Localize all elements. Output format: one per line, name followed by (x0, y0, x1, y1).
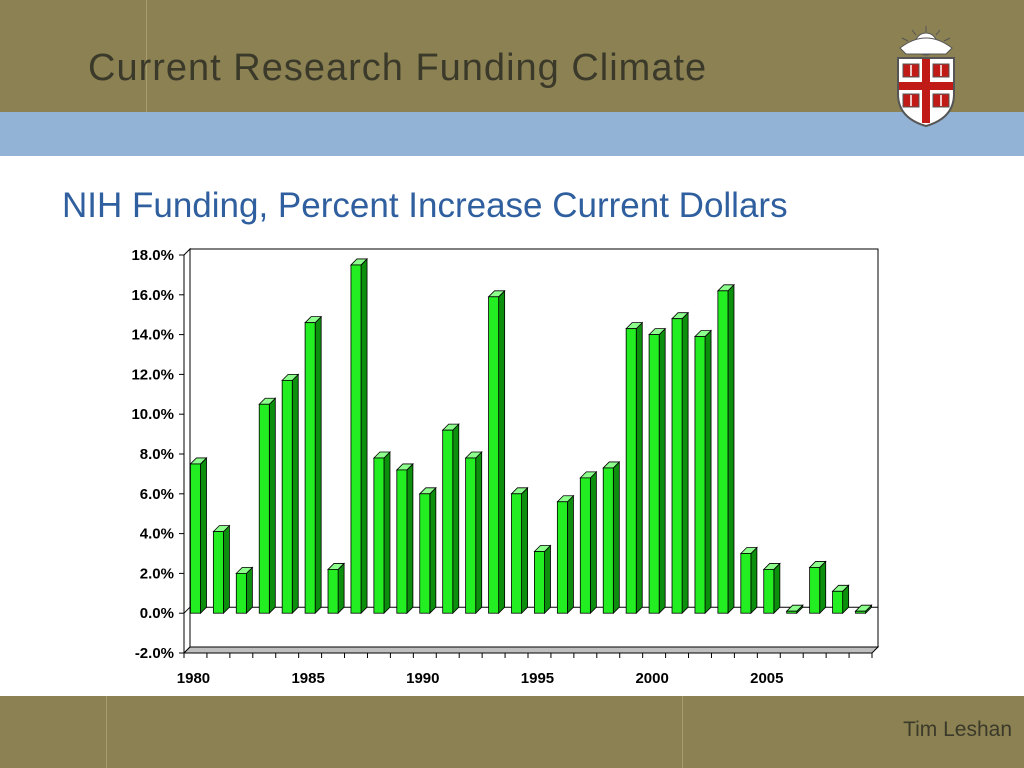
bar-2007 (808, 560, 827, 615)
header-band (0, 0, 1024, 112)
bar-1991 (441, 423, 460, 615)
x-tick-label: 1990 (406, 670, 439, 687)
bar-1984 (281, 373, 300, 615)
plot-floor (182, 646, 880, 654)
bar-1983 (258, 397, 277, 615)
footer-band (0, 696, 1024, 768)
bar-1989 (395, 462, 414, 615)
bar-1981 (212, 524, 231, 615)
y-tick-label: 18.0% (131, 247, 174, 264)
accent-band (0, 112, 1024, 156)
bar-1994 (510, 486, 529, 615)
header-divider (146, 0, 147, 112)
bar-2005 (762, 562, 781, 615)
chart-subtitle: NIH Funding, Percent Increase Current Do… (62, 186, 788, 225)
y-tick-label: 14.0% (131, 327, 174, 344)
x-tick-label: 2000 (635, 670, 668, 687)
bar-1988 (372, 451, 391, 615)
y-tick-label: 6.0% (140, 486, 174, 503)
bar-1985 (304, 315, 323, 615)
bar-1996 (556, 494, 575, 615)
x-tick-label: 2005 (750, 670, 783, 687)
x-tick-label: 1980 (177, 670, 210, 687)
bar-1980 (189, 456, 208, 615)
y-tick-label: -2.0% (135, 645, 174, 662)
zero-baseline-side (183, 606, 191, 614)
bar-1986 (327, 562, 346, 615)
bar-1995 (533, 544, 552, 615)
bar-2003 (716, 283, 735, 615)
y-tick-label: 4.0% (140, 526, 174, 543)
bar-1990 (418, 486, 437, 615)
footer-divider-right (682, 696, 683, 768)
x-tick-label: 1995 (521, 670, 554, 687)
y-tick-label: 0.0% (140, 605, 174, 622)
bar-1992 (464, 451, 483, 615)
footer-divider-left (106, 696, 107, 768)
slide-title: Current Research Funding Climate (88, 47, 708, 89)
bar-2006 (785, 604, 804, 615)
footer-author: Tim Leshan (903, 718, 1012, 741)
university-shield-crest-icon (897, 26, 955, 128)
x-tick-label: 1985 (291, 670, 324, 687)
bar-2000 (648, 327, 667, 615)
bar-1998 (602, 460, 621, 615)
bar-1997 (579, 470, 598, 615)
y-tick-label: 8.0% (140, 446, 174, 463)
nih-funding-bar-chart: -2.0% 0.0% 2.0% 4.0% 6.0% 8.0% 10.0% 12.0% 14.0%… (131, 247, 880, 687)
bar-1982 (235, 566, 254, 615)
y-tick-label: 2.0% (140, 565, 174, 582)
y-tick-label: 16.0% (131, 287, 174, 304)
plot-side-wall (183, 247, 191, 655)
bar-2009 (854, 604, 873, 615)
bar-2004 (739, 546, 758, 615)
bar-2001 (671, 311, 690, 615)
y-tick-label: 10.0% (131, 406, 174, 423)
bar-1987 (349, 257, 369, 615)
bar-2008 (831, 584, 850, 615)
y-tick-label: 12.0% (131, 366, 174, 383)
bar-1993 (487, 289, 506, 615)
bar-1999 (625, 321, 644, 615)
bar-2002 (693, 329, 713, 615)
